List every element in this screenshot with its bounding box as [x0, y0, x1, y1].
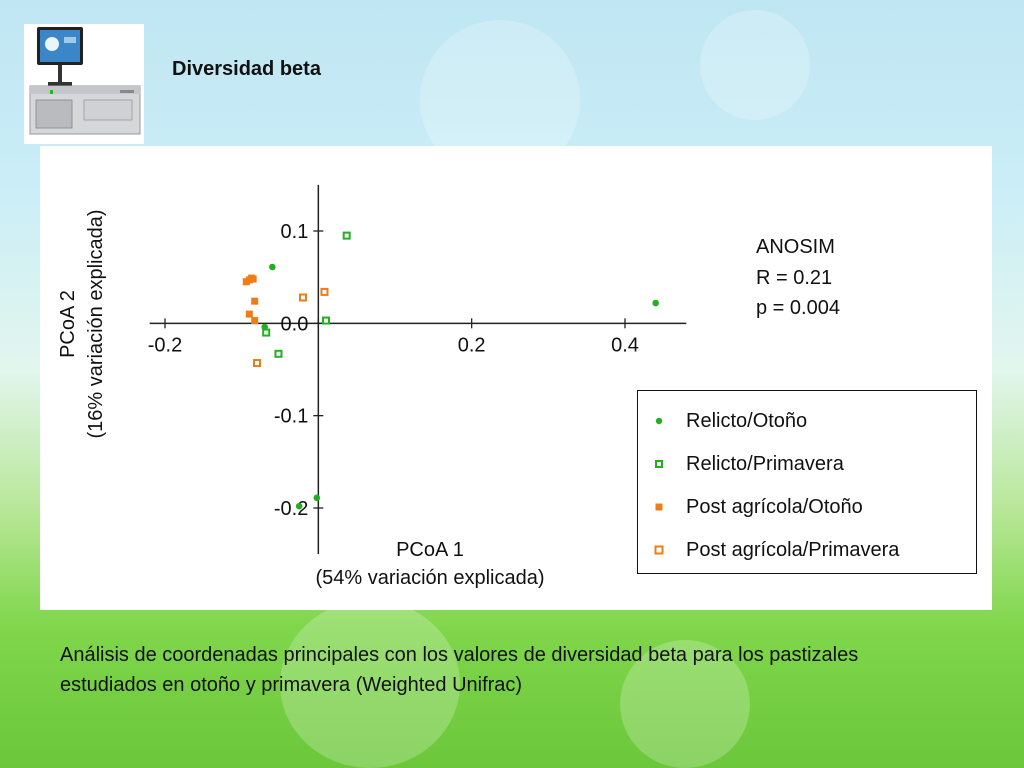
sequencer-icon: [29, 27, 141, 135]
legend-item-relicto-primavera: Relicto/Primavera: [652, 452, 844, 476]
background-bokeh: [700, 10, 810, 120]
legend-item-post-agricola-primavera: Post agrícola/Primavera: [652, 538, 899, 562]
background-bokeh: [280, 600, 460, 768]
data-point: [253, 359, 262, 368]
slide-caption: Análisis de coordenadas principales con …: [60, 644, 859, 696]
y-axis-subtitle: (16% variación explicada): [85, 209, 107, 438]
green-open-square-marker-icon: [652, 457, 666, 471]
tick-labels: -0.2 0.2 0.4 0.1 0.0 -0.1 -0.2: [148, 221, 639, 520]
y-axis-title: PCoA 2: [57, 290, 79, 358]
data-point: [251, 297, 259, 305]
data-points: [242, 231, 659, 510]
orange-square-marker-icon: [652, 500, 666, 514]
data-point: [249, 275, 257, 283]
stats-test-name: ANOSIM: [756, 236, 835, 258]
x-tick-label: -0.2: [148, 334, 182, 356]
y-tick-label: 0.1: [281, 221, 309, 243]
data-point: [322, 316, 331, 325]
data-point: [251, 317, 259, 325]
legend-label: Post agrícola/Otoño: [686, 495, 863, 518]
axes: [149, 184, 687, 555]
legend-item-post-agricola-otono: Post agrícola/Otoño: [652, 495, 863, 519]
data-point: [269, 263, 276, 271]
slide-title: Diversidad beta: [172, 58, 321, 80]
data-point: [652, 299, 659, 307]
x-axis-title: PCoA 1: [396, 539, 464, 561]
pcoa-scatter-chart: -0.2 0.2 0.4 0.1 0.0 -0.1 -0.2 PCoA 1 (54% var…: [57, 184, 687, 589]
data-point: [274, 349, 283, 358]
orange-open-square-marker-icon: [652, 543, 666, 557]
legend-label: Post agrícola/Primavera: [686, 538, 900, 561]
green-dot-marker-icon: [652, 414, 666, 428]
sequencer-instrument-image: [24, 24, 144, 144]
y-tick-label: -0.2: [274, 498, 308, 520]
chart-panel: -0.2 0.2 0.4 0.1 0.0 -0.1 -0.2 PCoA 1 (54% var…: [40, 146, 992, 610]
legend-label: Relicto/Primavera: [686, 452, 844, 475]
data-point: [313, 494, 321, 502]
data-point: [342, 231, 351, 240]
legend-label: Relicto/Otoño: [686, 409, 808, 432]
x-axis-subtitle: (54% variación explicada): [315, 567, 544, 589]
x-tick-label: 0.2: [458, 334, 486, 356]
data-point: [295, 502, 303, 510]
background-bokeh: [620, 640, 750, 768]
data-point: [245, 310, 253, 318]
data-point: [299, 293, 308, 302]
stats-r-value: R = 0.21: [756, 266, 833, 289]
anosim-stats: ANOSIM R = 0.21 p = 0.004: [756, 232, 840, 324]
x-tick-label: 0.4: [611, 334, 639, 356]
legend-item-relicto-otono: Relicto/Otoño: [652, 409, 807, 433]
data-point: [262, 328, 271, 337]
stats-p-value: p = 0.004: [756, 297, 840, 319]
chart-legend: Relicto/Otoño Relicto/Primavera Post agr…: [637, 390, 977, 574]
y-tick-label: -0.1: [274, 406, 308, 428]
data-point: [320, 287, 329, 296]
y-tick-label: 0.0: [281, 313, 309, 335]
